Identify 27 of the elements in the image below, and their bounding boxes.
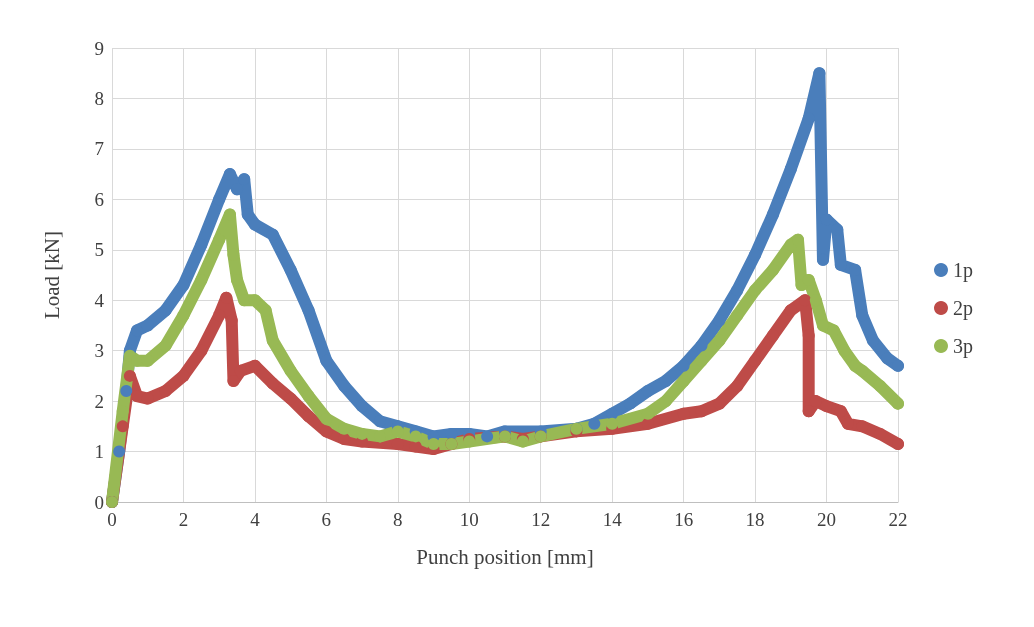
x-tick-label: 4 <box>250 509 261 530</box>
y-tick-label: 3 <box>94 340 104 362</box>
y-tick-label: 8 <box>94 87 104 109</box>
y-tick-label: 9 <box>94 37 104 59</box>
y-tick-label: 6 <box>94 188 104 210</box>
y-tick-label: 2 <box>94 390 104 412</box>
y-tick-label: 7 <box>94 138 104 160</box>
legend-label: 2p <box>953 297 973 320</box>
legend-label: 3p <box>953 335 973 358</box>
x-tick-label: 6 <box>321 509 332 530</box>
y-tick-label: 4 <box>94 289 105 311</box>
x-tick-label: 16 <box>674 509 694 530</box>
y-tick-label: 1 <box>94 441 104 463</box>
legend-label: 1p <box>953 259 973 282</box>
x-tick-label: 8 <box>393 509 403 530</box>
x-tick-label: 14 <box>602 509 623 530</box>
y-axis-title: Load [kN] <box>39 230 64 320</box>
x-tick-label: 12 <box>531 509 551 530</box>
x-axis-title: Punch position [mm] <box>416 544 594 569</box>
y-tick-label: 0 <box>94 491 104 513</box>
x-tick-label: 10 <box>459 509 479 530</box>
x-tick-label: 2 <box>178 509 189 530</box>
x-tick-label: 22 <box>888 509 908 530</box>
x-tick-label: 18 <box>745 509 765 530</box>
x-tick-label: 20 <box>817 509 837 530</box>
x-tick-label: 0 <box>107 509 117 530</box>
y-tick-label: 5 <box>94 239 104 261</box>
